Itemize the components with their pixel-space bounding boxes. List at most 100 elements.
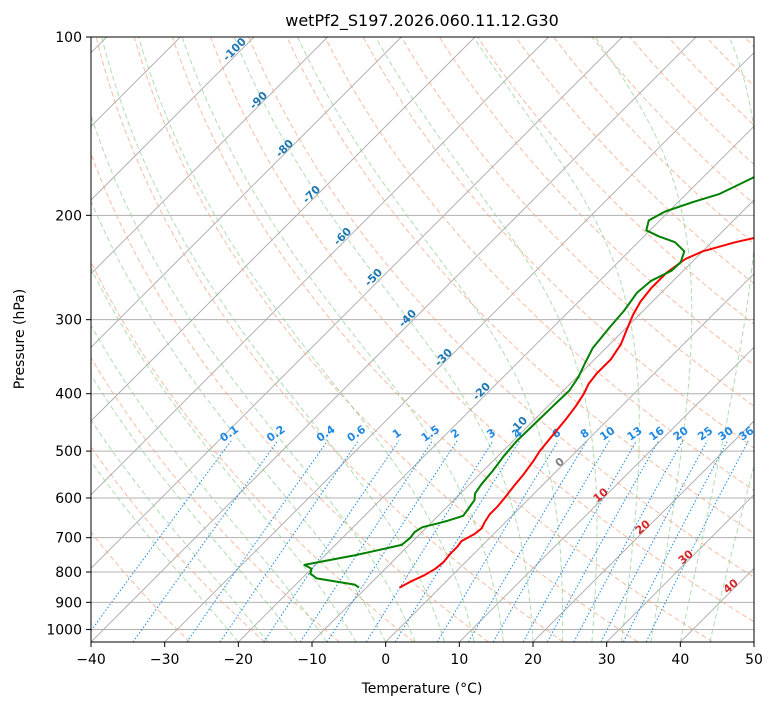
isotherm-line [91, 37, 329, 275]
moist-adiabat [375, 37, 598, 642]
dry-adiabat-label: -40 [396, 307, 419, 330]
y-tick-label: 700 [55, 531, 82, 547]
isotherm-line [237, 125, 754, 642]
x-tick-label: 10 [450, 652, 468, 668]
isotherm-line [753, 641, 754, 642]
mixing-ratio-label: 16 [647, 424, 667, 444]
mixing-ratio-label: 0.4 [314, 423, 338, 445]
dry-adiabat [324, 37, 754, 491]
isotherm-line [311, 199, 754, 642]
dry-adiabat-label: -50 [362, 266, 385, 289]
mixing-ratio-line [492, 440, 610, 642]
dry-adiabat [515, 37, 754, 285]
dry-adiabat [438, 37, 754, 366]
dry-adiabat [705, 37, 754, 87]
chart-title: wetPf2_S197.2026.060.11.12.G30 [285, 11, 559, 31]
y-tick-label: 400 [55, 387, 82, 403]
mixing-ratio-label: 20 [671, 424, 691, 444]
moist-adiabat [181, 37, 504, 642]
mixing-ratio-line [600, 440, 708, 642]
x-tick-label: −20 [224, 652, 254, 668]
dry-adiabat-label: -20 [470, 380, 493, 403]
y-tick-label: 200 [55, 208, 82, 224]
moist-adiabat-label: 30 [676, 547, 696, 567]
moist-adiabat-label: 10 [591, 485, 611, 505]
isotherm-line [385, 272, 754, 642]
isotherm-line [91, 37, 697, 642]
dry-adiabat [210, 37, 754, 623]
y-tick-label: 800 [55, 565, 82, 581]
moist-adiabat [101, 37, 446, 642]
moist-adiabat [297, 37, 564, 642]
mixing-ratio-label: 13 [625, 424, 645, 443]
mixing-ratio-line [186, 440, 329, 642]
dewpoint-profile-line [303, 175, 754, 589]
mixing-ratio-line [91, 440, 232, 632]
dry-adiabat-label: -90 [247, 89, 270, 112]
x-tick-label: 40 [671, 652, 689, 668]
mixing-ratio-line [132, 440, 279, 642]
mixing-ratio-label: 0.1 [218, 423, 241, 445]
y-tick-label: 1000 [46, 622, 82, 638]
dry-adiabat-label: -30 [432, 346, 455, 369]
x-tick-label: 20 [524, 652, 542, 668]
isotherm-line [91, 37, 623, 570]
moist-adiabat [91, 267, 357, 642]
mixing-ratio-line [436, 440, 559, 642]
x-axis-label: Temperature (°C) [361, 681, 483, 697]
x-tick-label: 30 [598, 652, 616, 668]
y-tick-label: 600 [55, 491, 82, 507]
dry-adiabat [591, 37, 754, 205]
dry-adiabat [286, 37, 754, 535]
plot-frame [90, 36, 755, 643]
dry-adiabat [744, 37, 754, 48]
dry-adiabat [362, 37, 754, 449]
dry-adiabat [553, 37, 754, 245]
isotherm-line [606, 493, 754, 642]
y-tick-label: 300 [55, 313, 82, 329]
moist-adiabat [91, 113, 416, 642]
moist-adiabat [91, 419, 269, 642]
dry-adiabat-label: -70 [300, 183, 323, 206]
mixing-ratio-line [622, 440, 729, 642]
dry-adiabat [91, 152, 489, 642]
x-tick-label: 0 [381, 652, 390, 668]
mixing-ratio-line [219, 440, 359, 642]
moist-adiabat [709, 463, 754, 642]
dry-adiabat [91, 260, 415, 642]
isotherm-line [91, 37, 550, 496]
mixing-ratio-label: 0.2 [264, 423, 287, 445]
y-tick-label: 500 [55, 444, 82, 460]
mixing-ratio-line [263, 440, 400, 642]
x-tick-label: −10 [297, 652, 327, 668]
x-tick-label: −30 [150, 652, 180, 668]
mixing-ratio-line [522, 440, 638, 642]
dry-adiabat [91, 446, 265, 642]
mixing-ratio-line [394, 440, 521, 642]
moist-adiabat [679, 37, 754, 642]
mixing-ratio-label: 36 [736, 424, 756, 444]
axis-ticks: −40 −30 −20 −10 0 10 20 30 40 50 1000 900 800 700 600 5… [46, 30, 763, 668]
dry-adiabat [172, 37, 713, 642]
dry-adiabat [133, 37, 639, 642]
moist-adiabat [138, 37, 475, 642]
mixing-ratio-line [645, 440, 749, 642]
moist-adiabat [91, 460, 239, 642]
mixing-ratio-label: 1 [390, 426, 404, 441]
dry-adiabat [95, 37, 564, 642]
mixing-ratio-label: 2 [448, 426, 462, 441]
dry-adiabat-label: -100 [220, 35, 249, 64]
dry-adiabat-label: -60 [331, 225, 354, 248]
moist-adiabat [91, 324, 328, 642]
moist-adiabat [91, 199, 387, 642]
mixing-ratio-label: 8 [578, 426, 592, 441]
mixing-ratio-label: 30 [716, 424, 736, 444]
mixing-ratio-line [546, 440, 660, 642]
dry-adiabat-label: -10 [507, 414, 530, 437]
dry-adiabat [477, 37, 754, 325]
isotherm-line [91, 37, 255, 201]
plot-area: 0.1 0.2 0.4 0.6 1 1.5 2 3 4 6 8 10 13 16 20 25 30 36-100-… [91, 35, 756, 642]
isotherm-line [679, 567, 754, 642]
dry-adiabat [400, 37, 754, 407]
